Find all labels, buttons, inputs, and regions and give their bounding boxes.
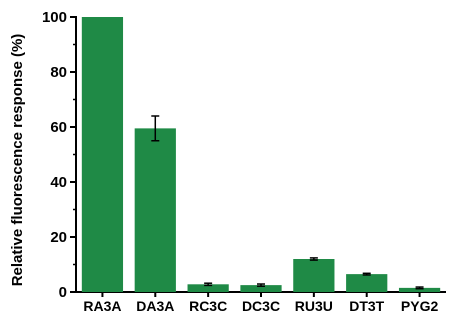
x-tick-label-dt3t: DT3T bbox=[349, 298, 384, 314]
y-tick-label: 40 bbox=[50, 174, 67, 191]
error-bar-dt3t bbox=[362, 272, 371, 276]
x-tick-label-pyg2: PYG2 bbox=[401, 298, 439, 314]
x-tick-label-dc3c: DC3C bbox=[242, 298, 280, 314]
x-tick-label-ra3a: RA3A bbox=[83, 298, 121, 314]
bar-rc3c bbox=[187, 284, 229, 292]
error-bars bbox=[151, 115, 424, 290]
bar-ru3u bbox=[293, 259, 335, 292]
bar-dc3c bbox=[240, 285, 282, 292]
axes bbox=[75, 16, 446, 293]
bar-pyg2 bbox=[398, 287, 441, 292]
y-tick-label: 60 bbox=[50, 119, 67, 136]
y-ticks: 0 20 40 60 80 100 bbox=[42, 9, 76, 301]
bar-ra3a bbox=[81, 17, 124, 292]
y-axis-label: Relative fluorescence response (%) bbox=[9, 34, 26, 287]
bar-dt3t bbox=[346, 274, 388, 292]
error-bar-rc3c bbox=[204, 282, 213, 287]
y-tick-label: 0 bbox=[59, 284, 67, 301]
x-ticks: RA3A DA3A RC3C DC3C RU3U DT3T PYG2 bbox=[83, 292, 438, 314]
y-tick-label: 20 bbox=[50, 229, 67, 246]
bar-da3a bbox=[134, 128, 176, 292]
bars bbox=[81, 17, 441, 292]
x-tick-label-da3a: DA3A bbox=[136, 298, 174, 314]
error-bar-dc3c bbox=[257, 283, 265, 287]
error-bar-ru3u bbox=[309, 257, 318, 261]
x-tick-label-ru3u: RU3U bbox=[295, 298, 333, 314]
x-tick-label-rc3c: RC3C bbox=[189, 298, 227, 314]
y-tick-label: 100 bbox=[42, 9, 67, 26]
error-bar-pyg2 bbox=[415, 286, 424, 290]
error-bar-da3a bbox=[151, 115, 160, 142]
y-tick-label: 80 bbox=[50, 64, 67, 81]
